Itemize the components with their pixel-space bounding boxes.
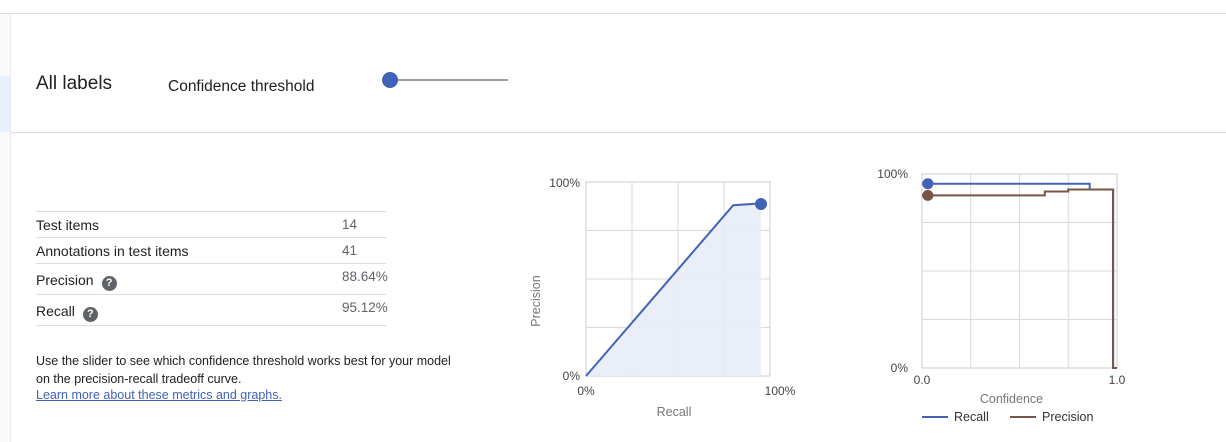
- confidence-threshold-slider[interactable]: [382, 70, 512, 90]
- left-nav-selected-indicator: [0, 76, 10, 132]
- x-tick-label: 100%: [765, 384, 796, 398]
- precision-recall-chart: 100% 0%0% 100% Recall Precision: [529, 176, 796, 419]
- y-tick-label: 100%: [549, 176, 580, 190]
- metric-value: 95.12%: [342, 300, 388, 315]
- metric-row-test-items: Test items 14: [36, 211, 386, 237]
- x-axis-label: Confidence: [980, 392, 1043, 406]
- series-line-precision: [922, 188, 1117, 369]
- metric-name-precision: Precision?: [36, 272, 117, 291]
- metric-name-recall: Recall?: [36, 303, 98, 322]
- series-marker-recall: [922, 178, 934, 190]
- y-tick-label: 100%: [877, 167, 908, 181]
- pr-curve-area: [586, 203, 761, 376]
- metric-name-text: Recall: [36, 303, 75, 319]
- learn-more-link[interactable]: Learn more about these metrics and graph…: [36, 388, 282, 402]
- header-divider: [10, 132, 1226, 133]
- metric-name-text: Precision: [36, 272, 94, 288]
- metric-name: Test items: [36, 217, 100, 233]
- help-icon[interactable]: ?: [82, 307, 98, 322]
- confidence-threshold-label: Confidence threshold: [168, 78, 315, 95]
- x-tick-label: 1.0: [1109, 373, 1126, 387]
- metric-row-precision: Precision? 88.64%: [36, 263, 388, 294]
- metrics-table: Test items 14 Annotations in test items …: [36, 211, 388, 326]
- metric-row-annotations: Annotations in test items 41: [36, 237, 386, 263]
- top-divider: [0, 13, 1226, 14]
- x-tick-label: 0.0: [914, 373, 931, 387]
- confidence-chart: 100% 0% 0.0 1.0 Confidence Recall Precision: [877, 167, 1126, 424]
- y-tick-label: 0%: [563, 369, 581, 383]
- left-nav-rail: [0, 14, 11, 442]
- series-marker-precision: [922, 189, 934, 201]
- metric-value: 88.64%: [342, 269, 388, 284]
- section-title: All labels: [36, 73, 113, 94]
- slider-thumb[interactable]: [382, 72, 398, 88]
- y-tick-label: 0%: [891, 361, 909, 375]
- y-axis-label: Precision: [529, 275, 543, 326]
- help-icon[interactable]: ?: [101, 276, 117, 291]
- pr-threshold-marker: [755, 198, 768, 211]
- legend-label-precision: Precision: [1042, 410, 1093, 424]
- legend-label-recall: Recall: [954, 410, 989, 424]
- metric-value: 41: [342, 243, 358, 258]
- pr-curve-line: [585, 202, 761, 377]
- x-axis-label: Recall: [657, 405, 692, 419]
- metric-name: Annotations in test items: [36, 243, 189, 259]
- description-text: Use the slider to see which confidence t…: [36, 354, 451, 386]
- metric-value: 14: [342, 217, 358, 232]
- slider-track[interactable]: [390, 79, 508, 81]
- metric-row-recall: Recall? 95.12%: [36, 294, 388, 326]
- x-tick-label: 0%: [577, 384, 595, 398]
